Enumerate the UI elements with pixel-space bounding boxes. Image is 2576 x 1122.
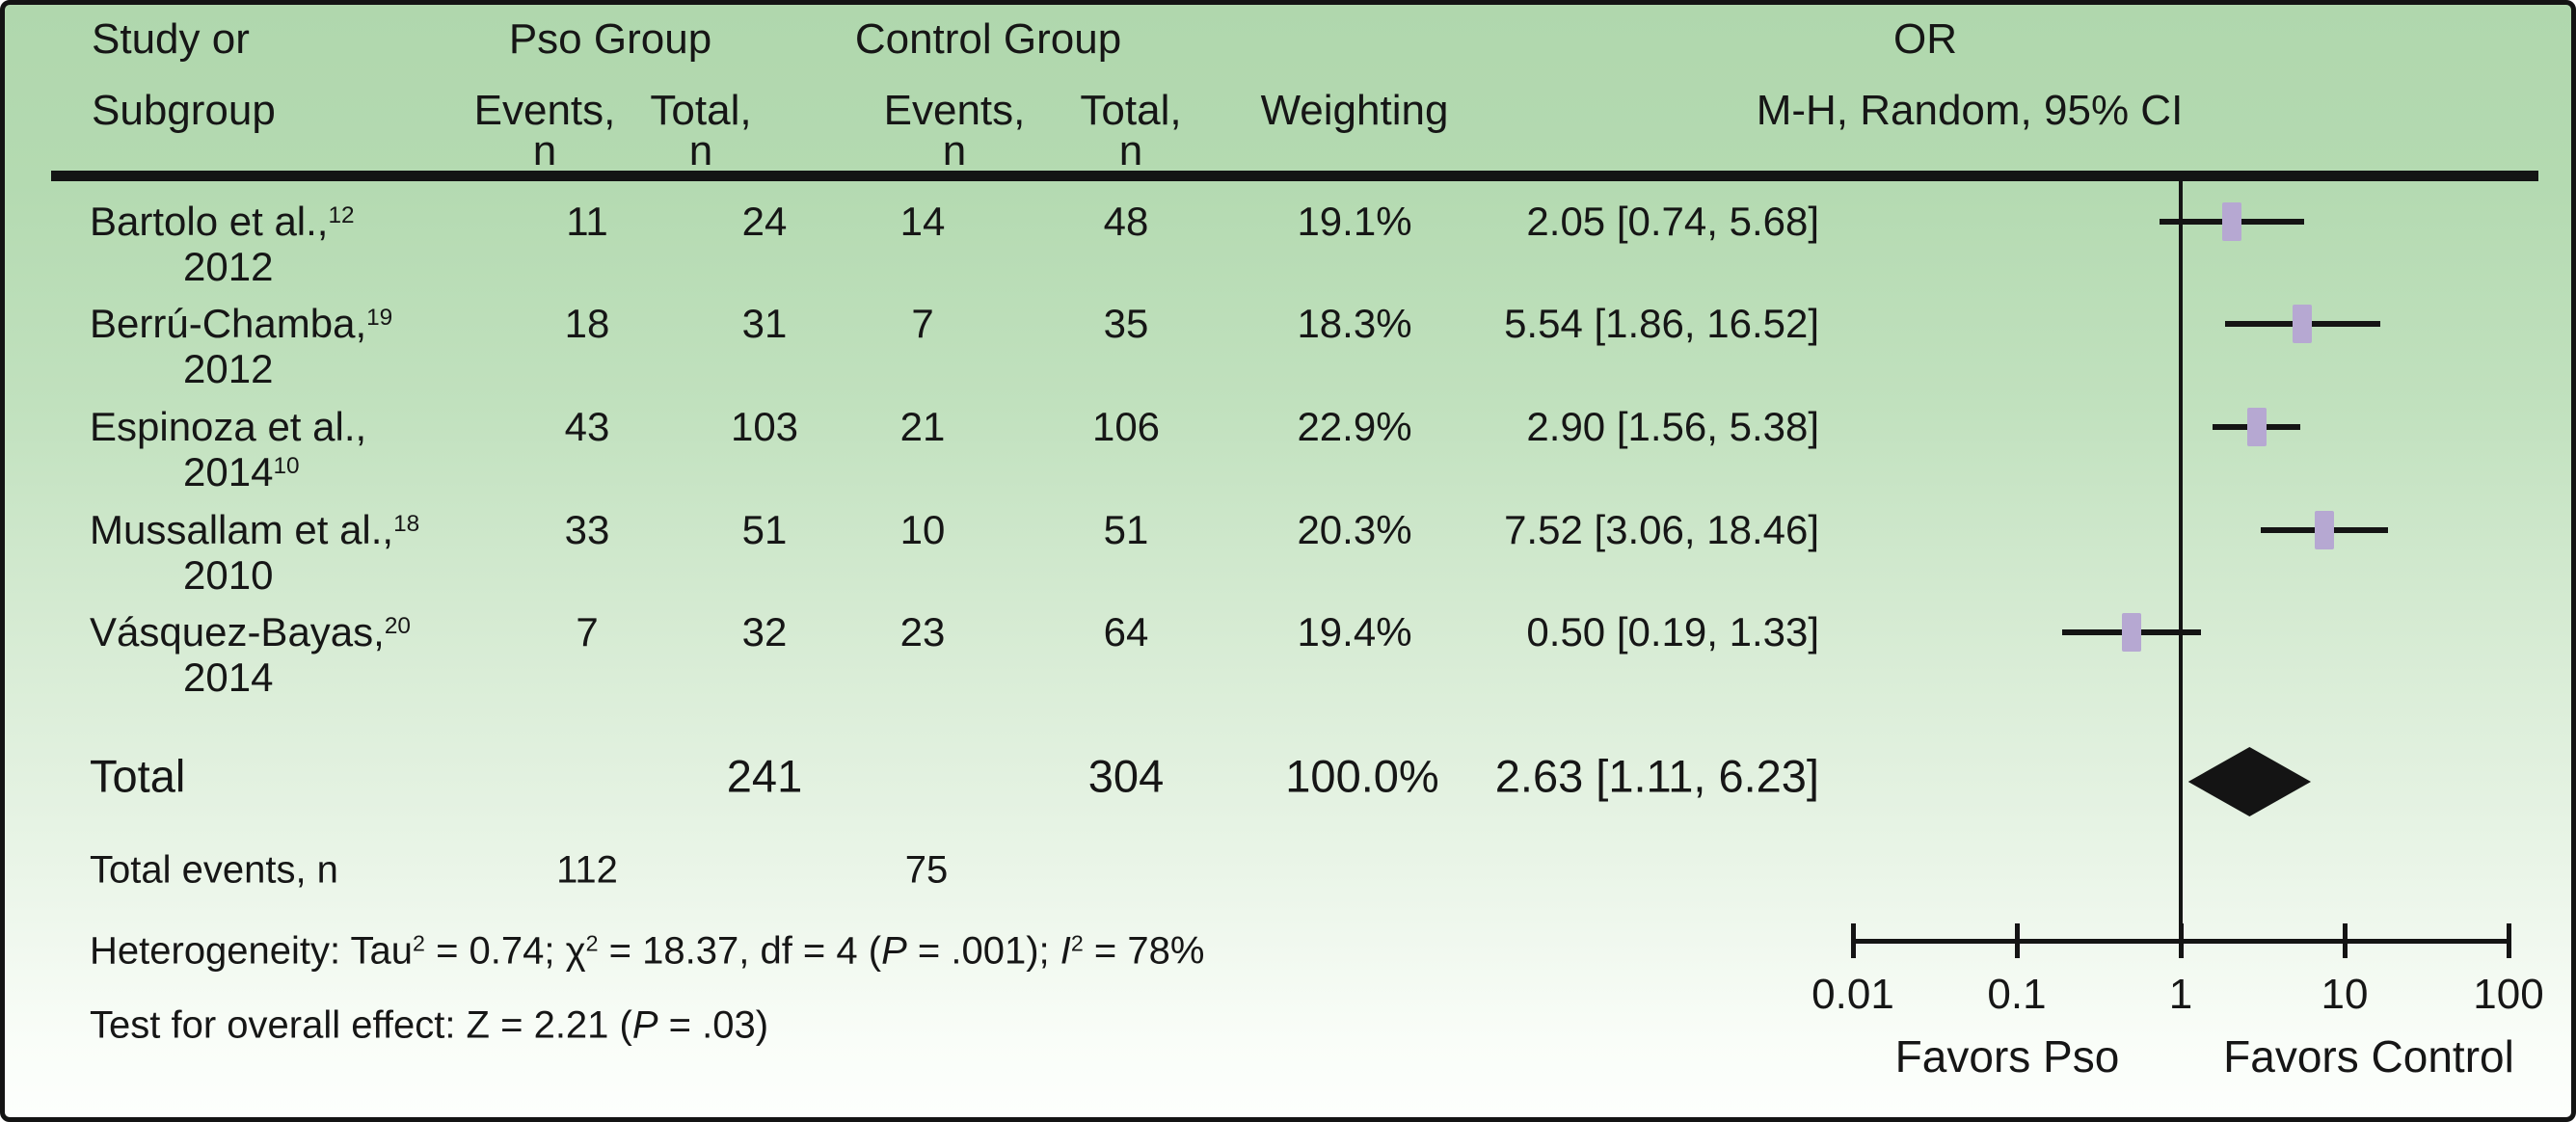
control-events-value: 21 bbox=[899, 404, 946, 449]
control-total-value: 64 bbox=[1103, 609, 1149, 654]
header-control-group: Control Group bbox=[854, 15, 1122, 63]
or-ci-text: 7.52 [3.06, 18.46] bbox=[1504, 507, 1819, 552]
pso-total-value: 32 bbox=[741, 609, 788, 654]
header-pso-total: Total, bbox=[650, 87, 752, 134]
or-ci-text: 2.05 [0.74, 5.68] bbox=[1526, 199, 1819, 244]
pso-events-value: 7 bbox=[576, 609, 599, 654]
pso-events-value: 11 bbox=[566, 199, 608, 244]
or-point-marker bbox=[2121, 613, 2141, 652]
pso-events-value: 33 bbox=[564, 507, 610, 552]
header-control-events: Events, bbox=[883, 87, 1026, 134]
total-events-control-value: 75 bbox=[904, 848, 949, 892]
pooled-estimate-diamond bbox=[2187, 747, 2312, 816]
axis-tick-label: 10 bbox=[2321, 971, 2369, 1018]
weight-value: 22.9% bbox=[1297, 404, 1412, 449]
study-label-line2: 2012 bbox=[183, 346, 274, 391]
weight-value: 18.3% bbox=[1297, 301, 1412, 346]
header-separator-line bbox=[51, 171, 2538, 181]
control-total-value: 51 bbox=[1103, 507, 1149, 552]
favors-right-label: Favors Control bbox=[2223, 1031, 2514, 1082]
header-or: OR bbox=[1893, 15, 1957, 63]
or-point-marker bbox=[2246, 408, 2267, 446]
or-point-marker bbox=[2293, 305, 2313, 343]
axis-tick bbox=[2178, 923, 2184, 958]
control-events-value: 23 bbox=[899, 609, 946, 654]
or-point-marker bbox=[2314, 511, 2334, 549]
pso-total-value: 31 bbox=[741, 301, 788, 346]
pso-events-value: 43 bbox=[564, 404, 610, 449]
study-label-line1: Bartolo et al.,12 bbox=[90, 199, 355, 244]
study-label-line2: 2010 bbox=[183, 552, 274, 598]
or-ci-text: 0.50 [0.19, 1.33] bbox=[1526, 609, 1819, 654]
axis-tick-label: 100 bbox=[2473, 971, 2544, 1018]
axis-tick-label: 0.01 bbox=[1811, 971, 1894, 1018]
weight-value: 20.3% bbox=[1297, 507, 1412, 552]
pso-total-value: 103 bbox=[730, 404, 799, 449]
overall-effect-text: Test for overall effect: Z = 2.21 (P = .… bbox=[90, 1003, 769, 1047]
header-pso-events: Events, bbox=[473, 87, 616, 134]
header-study-line1: Study or bbox=[92, 15, 250, 63]
study-label-line1: Mussallam et al.,18 bbox=[90, 507, 420, 552]
total-events-pso-value: 112 bbox=[556, 848, 618, 892]
header-weighting: Weighting bbox=[1260, 87, 1449, 134]
header-pso-events-n: n bbox=[532, 127, 557, 174]
control-total-value: 106 bbox=[1091, 404, 1161, 449]
study-label-line2: 201410 bbox=[183, 449, 300, 494]
study-label-line1: Berrú-Chamba,19 bbox=[90, 301, 393, 346]
header-pso-total-n: n bbox=[688, 127, 713, 174]
total-or-ci-text: 2.63 [1.11, 6.23] bbox=[1494, 750, 1819, 802]
weight-value: 19.1% bbox=[1297, 199, 1412, 244]
axis-tick bbox=[2506, 923, 2511, 958]
header-method: M-H, Random, 95% CI bbox=[1756, 87, 2184, 134]
total-events-label: Total events, n bbox=[90, 848, 338, 892]
pso-total-value: 51 bbox=[741, 507, 788, 552]
axis-tick bbox=[1850, 923, 1856, 958]
favors-left-label: Favors Pso bbox=[1894, 1031, 2120, 1082]
header-control-total: Total, bbox=[1080, 87, 1182, 134]
control-events-value: 14 bbox=[899, 199, 946, 244]
reference-line-or-1 bbox=[2179, 181, 2183, 943]
study-label-line1: Vásquez-Bayas,20 bbox=[90, 609, 411, 654]
pso-events-value: 18 bbox=[564, 301, 610, 346]
or-point-marker bbox=[2221, 202, 2241, 241]
total-control-total: 304 bbox=[1087, 750, 1165, 802]
control-events-value: 10 bbox=[899, 507, 946, 552]
axis-tick bbox=[2014, 923, 2020, 958]
study-label-line1: Espinoza et al., bbox=[90, 404, 367, 449]
control-total-value: 48 bbox=[1103, 199, 1149, 244]
header-control-total-n: n bbox=[1118, 127, 1143, 174]
pso-total-value: 24 bbox=[741, 199, 788, 244]
control-events-value: 7 bbox=[911, 301, 934, 346]
total-label: Total bbox=[90, 750, 186, 802]
or-ci-text: 5.54 [1.86, 16.52] bbox=[1504, 301, 1819, 346]
or-ci-text: 2.90 [1.56, 5.38] bbox=[1526, 404, 1819, 449]
study-label-line2: 2014 bbox=[183, 654, 274, 700]
axis-tick-label: 1 bbox=[2168, 971, 2193, 1018]
header-study-line2: Subgroup bbox=[92, 87, 276, 134]
header-pso-group: Pso Group bbox=[508, 15, 712, 63]
axis-tick bbox=[2342, 923, 2348, 958]
heterogeneity-text: Heterogeneity: Tau2 = 0.74; χ2 = 18.37, … bbox=[90, 929, 1205, 973]
study-label-line2: 2012 bbox=[183, 244, 274, 289]
total-pso-total: 241 bbox=[726, 750, 803, 802]
weight-value: 19.4% bbox=[1297, 609, 1412, 654]
control-total-value: 35 bbox=[1103, 301, 1149, 346]
header-control-events-n: n bbox=[942, 127, 967, 174]
total-weight: 100.0% bbox=[1285, 750, 1439, 802]
axis-tick-label: 0.1 bbox=[1987, 971, 2047, 1018]
